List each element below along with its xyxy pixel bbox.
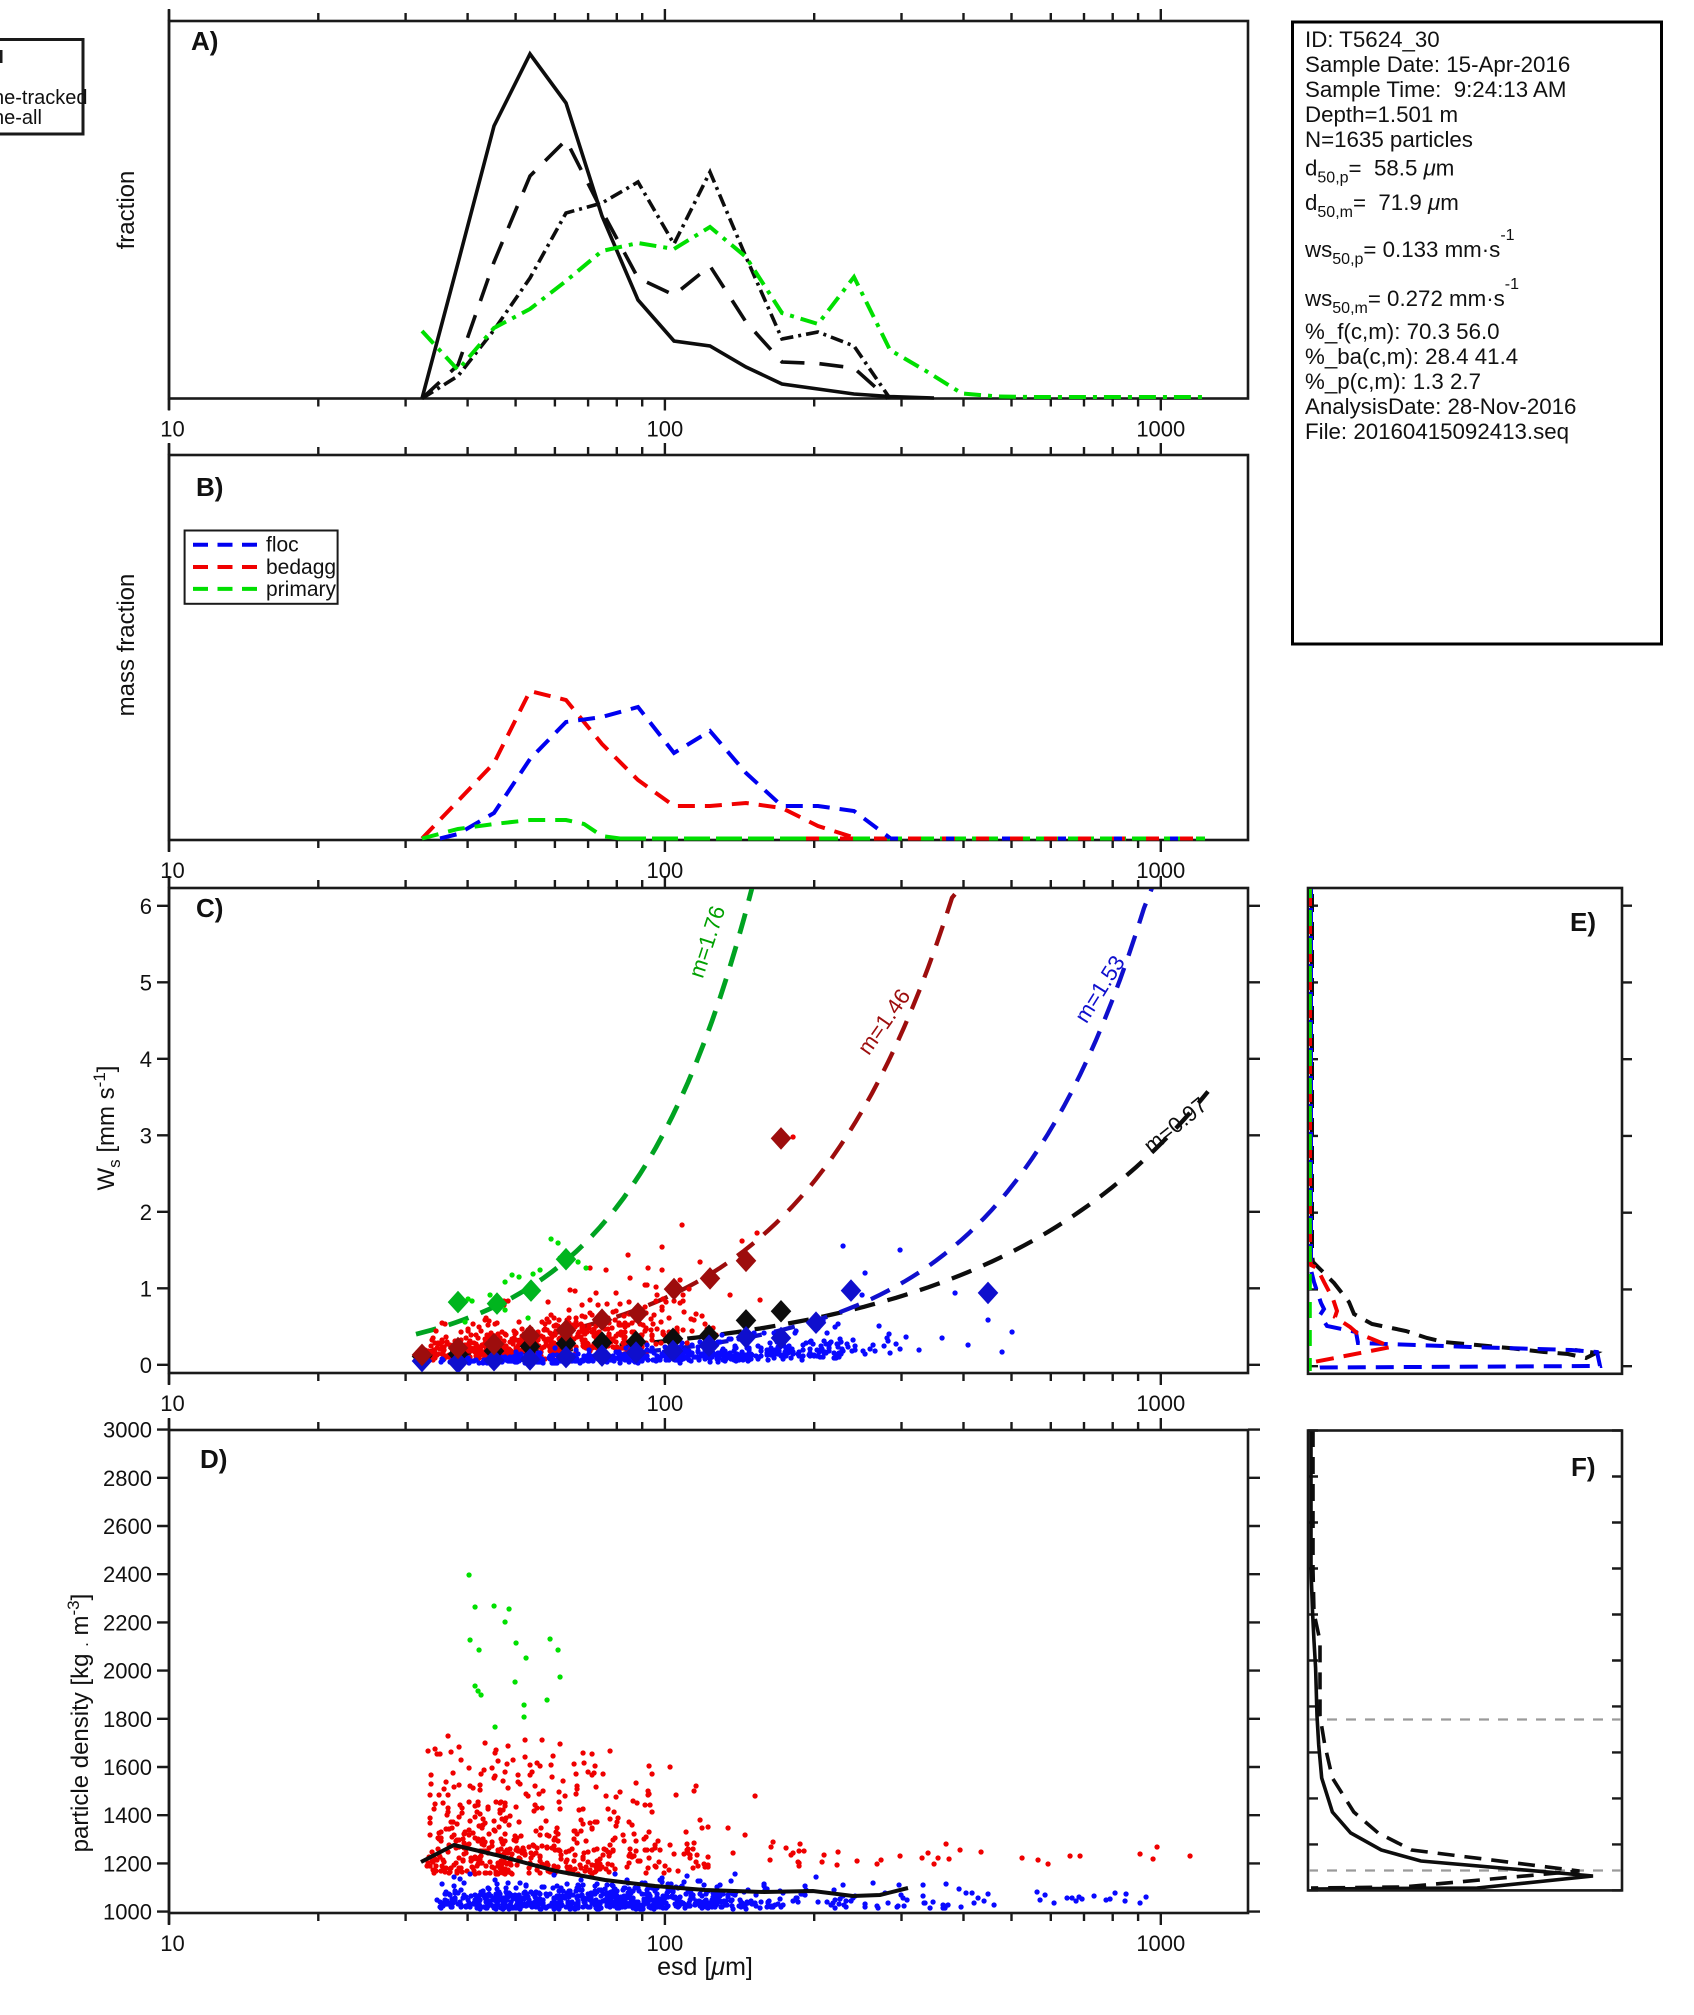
- svg-text:primary: primary: [266, 578, 337, 601]
- svg-text:bedagg: bedagg: [266, 556, 336, 579]
- svg-text:2600: 2600: [103, 1514, 152, 1539]
- svg-text:1400: 1400: [103, 1803, 152, 1828]
- svg-text:A): A): [191, 26, 218, 56]
- svg-text:Sample Date: 15-Apr-2016: Sample Date: 15-Apr-2016: [1305, 52, 1570, 77]
- svg-text:%_ba(c,m): 28.4 41.4: %_ba(c,m): 28.4 41.4: [1305, 344, 1518, 369]
- svg-text:1800: 1800: [103, 1707, 152, 1732]
- svg-text:4: 4: [140, 1047, 152, 1072]
- svg-text:Depth=1.501 m: Depth=1.501 m: [1305, 102, 1458, 127]
- svg-text:3: 3: [140, 1123, 152, 1148]
- svg-text:Ws [mm s-1]: Ws [mm s-1]: [90, 1066, 124, 1191]
- svg-text:fraction: fraction: [113, 171, 140, 250]
- svg-text:10: 10: [160, 1931, 184, 1956]
- svg-text:2000: 2000: [103, 1659, 152, 1684]
- svg-text:ne-tracked: ne-tracked: [0, 87, 88, 109]
- svg-text:100: 100: [647, 417, 684, 442]
- svg-text:2200: 2200: [103, 1610, 152, 1635]
- svg-text:File: 20160415092413.seq: File: 20160415092413.seq: [1305, 419, 1569, 444]
- svg-text:B): B): [196, 472, 223, 502]
- svg-text:0: 0: [140, 1353, 152, 1378]
- svg-text:1600: 1600: [103, 1755, 152, 1780]
- svg-text:1200: 1200: [103, 1851, 152, 1876]
- svg-text:3000: 3000: [103, 1418, 152, 1443]
- svg-text:10: 10: [160, 858, 184, 883]
- svg-text:m=1.53: m=1.53: [1069, 951, 1129, 1027]
- svg-text:Sample Time: 9:24:13 AM: Sample Time: 9:24:13 AM: [1305, 77, 1567, 102]
- svg-text:5: 5: [140, 970, 152, 995]
- svg-text:2: 2: [140, 1200, 152, 1225]
- svg-text:ID: T5624_30: ID: T5624_30: [1305, 27, 1440, 52]
- svg-text:1000: 1000: [1136, 858, 1185, 883]
- svg-text:mass fraction: mass fraction: [113, 574, 140, 717]
- svg-text:particle density [kg . m-3]: particle density [kg . m-3]: [64, 1594, 94, 1853]
- svg-text:%_p(c,m): 1.3 2.7: %_p(c,m): 1.3 2.7: [1305, 369, 1481, 394]
- svg-text:1000: 1000: [1136, 417, 1185, 442]
- svg-text:1000: 1000: [103, 1900, 152, 1925]
- svg-text:floc: floc: [266, 534, 299, 557]
- svg-text:esd [μm]: esd [μm]: [657, 1953, 753, 1981]
- svg-text:N=1635 particles: N=1635 particles: [1305, 127, 1473, 152]
- svg-text:ne-all: ne-all: [0, 107, 42, 129]
- svg-text:2800: 2800: [103, 1466, 152, 1491]
- svg-text:C): C): [196, 893, 223, 923]
- svg-text:2400: 2400: [103, 1562, 152, 1587]
- svg-text:1000: 1000: [1136, 1931, 1185, 1956]
- svg-text:100: 100: [647, 858, 684, 883]
- svg-text:100: 100: [647, 1931, 684, 1956]
- svg-text:1: 1: [140, 1276, 152, 1301]
- svg-text:F): F): [1571, 1452, 1596, 1482]
- svg-text:E): E): [1570, 907, 1596, 937]
- svg-text:100: 100: [647, 1391, 684, 1416]
- svg-text:1000: 1000: [1136, 1391, 1185, 1416]
- svg-text:m=1.76: m=1.76: [684, 903, 731, 981]
- svg-text:10: 10: [160, 1391, 184, 1416]
- svg-text:m=0.97: m=0.97: [1139, 1092, 1212, 1158]
- svg-text:6: 6: [140, 894, 152, 919]
- svg-text:D): D): [200, 1444, 227, 1474]
- svg-text:10: 10: [160, 417, 184, 442]
- svg-text:%_f(c,m): 70.3 56.0: %_f(c,m): 70.3 56.0: [1305, 319, 1500, 344]
- svg-text:AnalysisDate: 28-Nov-2016: AnalysisDate: 28-Nov-2016: [1305, 394, 1576, 419]
